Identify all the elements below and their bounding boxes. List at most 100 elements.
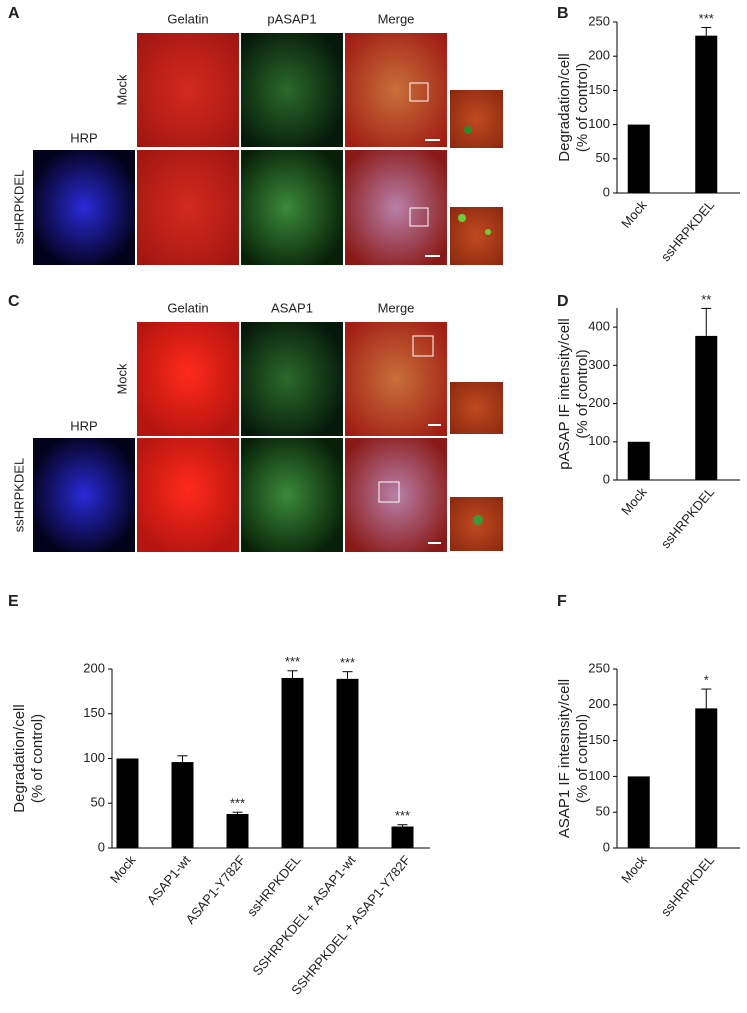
row-label: Mock (114, 74, 129, 106)
bar (627, 776, 650, 848)
x-tick-label: ASAP1-Y782F (183, 852, 249, 926)
column-label: ASAP1 (271, 300, 313, 315)
y-axis-label: pASAP IF intensity/cell (556, 318, 573, 469)
y-tick-label: 150 (588, 732, 610, 747)
spot (458, 214, 466, 222)
inset (450, 382, 503, 434)
x-tick-label: Mock (618, 197, 650, 231)
y-axis-label: (% of control) (574, 63, 591, 152)
spot (473, 515, 483, 525)
panel-letter: B (557, 5, 569, 22)
image (33, 438, 135, 552)
x-tick-label: ssHRPKDEL (658, 852, 717, 919)
image (241, 150, 343, 265)
x-tick-label: Mock (618, 852, 650, 886)
control-label: HRP (70, 130, 97, 145)
row-label: Mock (114, 363, 129, 395)
y-tick-label: 0 (603, 184, 610, 199)
y-tick-label: 100 (588, 768, 610, 783)
y-tick-label: 50 (596, 150, 610, 165)
image (241, 322, 343, 436)
x-tick-label: ASAP1-wt (144, 852, 194, 907)
roi-box (409, 82, 429, 102)
y-tick-label: 0 (603, 471, 610, 486)
control-label: HRP (70, 418, 97, 433)
spot (485, 229, 491, 235)
bar (336, 678, 359, 848)
x-tick-label: ssHRPKDEL (658, 484, 717, 551)
image (241, 33, 343, 147)
x-tick-label: Mock (618, 484, 650, 518)
bar (695, 335, 718, 480)
image (345, 438, 447, 552)
panel-letter: D (557, 293, 569, 310)
significance: *** (699, 11, 714, 26)
column-label: Gelatin (167, 11, 208, 26)
significance: *** (340, 655, 355, 670)
spot (464, 126, 472, 134)
panel-letter: E (8, 593, 19, 610)
bar (695, 35, 718, 194)
panel-letter: A (8, 5, 20, 22)
image (345, 150, 447, 265)
row-label: ssHRPKDEL (11, 170, 26, 244)
bar (391, 826, 414, 848)
y-axis-label: Degradation/cell (556, 53, 573, 161)
image (137, 438, 239, 552)
x-tick-label: ssHRPKDEL (244, 852, 303, 919)
y-tick-label: 100 (588, 116, 610, 131)
image (241, 438, 343, 552)
bar (627, 124, 650, 193)
y-tick-label: 200 (588, 48, 610, 63)
panel-letter: C (8, 293, 20, 310)
image (137, 150, 239, 265)
significance: ** (701, 292, 711, 307)
image (345, 322, 447, 436)
column-label: Merge (378, 300, 415, 315)
image (137, 33, 239, 147)
bar (171, 762, 194, 848)
image (137, 322, 239, 436)
significance: * (704, 672, 709, 687)
x-tick-label: ssHRPKDEL (658, 197, 717, 264)
bar (281, 677, 304, 848)
column-label: pASAP1 (267, 11, 316, 26)
bar (695, 708, 718, 848)
column-label: Gelatin (167, 300, 208, 315)
column-label: Merge (378, 11, 415, 26)
bar (226, 813, 249, 848)
significance: *** (230, 796, 245, 811)
significance: *** (285, 654, 300, 669)
significance: *** (395, 808, 410, 823)
y-tick-label: 250 (588, 13, 610, 28)
y-tick-label: 0 (603, 839, 610, 854)
roi-box (378, 481, 400, 503)
y-tick-label: 200 (588, 696, 610, 711)
y-axis-label: (% of control) (29, 714, 46, 803)
y-axis-label: Degradation/cell (11, 704, 28, 812)
x-tick-label: SSHRPKDEL + ASAP1-Y782F (288, 852, 413, 997)
y-axis-label: (% of control) (574, 349, 591, 438)
roi-box (409, 207, 429, 227)
y-tick-label: 250 (588, 660, 610, 675)
y-axis-label: ASAP1 IF intesnsity/cell (556, 679, 573, 838)
y-tick-label: 50 (91, 795, 105, 810)
y-tick-label: 200 (83, 660, 105, 675)
micrographs (33, 33, 503, 552)
y-tick-label: 0 (98, 839, 105, 854)
panel-letter: F (557, 593, 567, 610)
y-tick-label: 100 (588, 433, 610, 448)
y-tick-label: 300 (588, 357, 610, 372)
bar (116, 758, 139, 848)
inset (450, 90, 503, 148)
image (345, 33, 447, 147)
roi-box (412, 335, 434, 357)
y-tick-label: 100 (83, 750, 105, 765)
y-tick-label: 200 (588, 395, 610, 410)
y-tick-label: 50 (596, 804, 610, 819)
image (33, 150, 135, 265)
x-tick-label: Mock (107, 852, 139, 886)
x-tick-label: SSHRPKDEL + ASAP1-wt (249, 852, 358, 978)
y-tick-label: 150 (83, 705, 105, 720)
